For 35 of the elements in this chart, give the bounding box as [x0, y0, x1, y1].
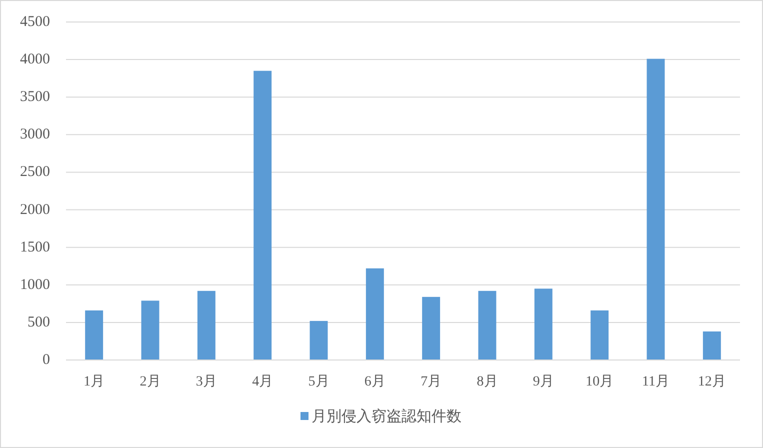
y-tick-label: 1000	[20, 276, 50, 293]
y-tick-label: 3000	[20, 126, 50, 143]
bar	[702, 331, 721, 360]
bar	[310, 320, 328, 360]
x-tick-label: 11月	[642, 374, 670, 390]
bar	[254, 70, 272, 360]
y-tick-label: 0	[42, 352, 50, 368]
bar	[478, 290, 496, 360]
y-tick-label: 1500	[20, 239, 50, 256]
bar	[141, 300, 160, 360]
x-tick-label: 4月	[252, 374, 274, 390]
x-tick-label: 7月	[420, 374, 442, 390]
bar	[422, 296, 440, 360]
x-tick-label: 1月	[84, 374, 105, 390]
x-tick-label: 8月	[476, 374, 498, 390]
y-tick-label: 500	[28, 314, 50, 330]
bar	[366, 268, 384, 360]
bar	[646, 58, 665, 360]
y-tick-label: 3500	[20, 89, 50, 106]
x-tick-label: 3月	[196, 374, 217, 390]
x-tick-label: 2月	[140, 374, 161, 390]
x-tick-label: 12月	[698, 374, 726, 390]
y-tick-label: 4500	[20, 14, 50, 30]
x-tick-label: 6月	[364, 374, 386, 390]
x-tick-label: 10月	[586, 374, 614, 390]
y-tick-label: 2000	[20, 202, 50, 218]
bar	[85, 310, 104, 360]
y-tick-label: 2500	[20, 164, 50, 180]
x-tick-label: 5月	[308, 374, 330, 390]
x-tick-label: 9月	[532, 374, 554, 390]
bar	[534, 288, 552, 360]
bar	[590, 310, 609, 360]
legend-label: 月別侵入窃盗認知件数	[312, 407, 462, 425]
bar	[197, 290, 216, 360]
y-tick-label: 4000	[20, 52, 50, 68]
